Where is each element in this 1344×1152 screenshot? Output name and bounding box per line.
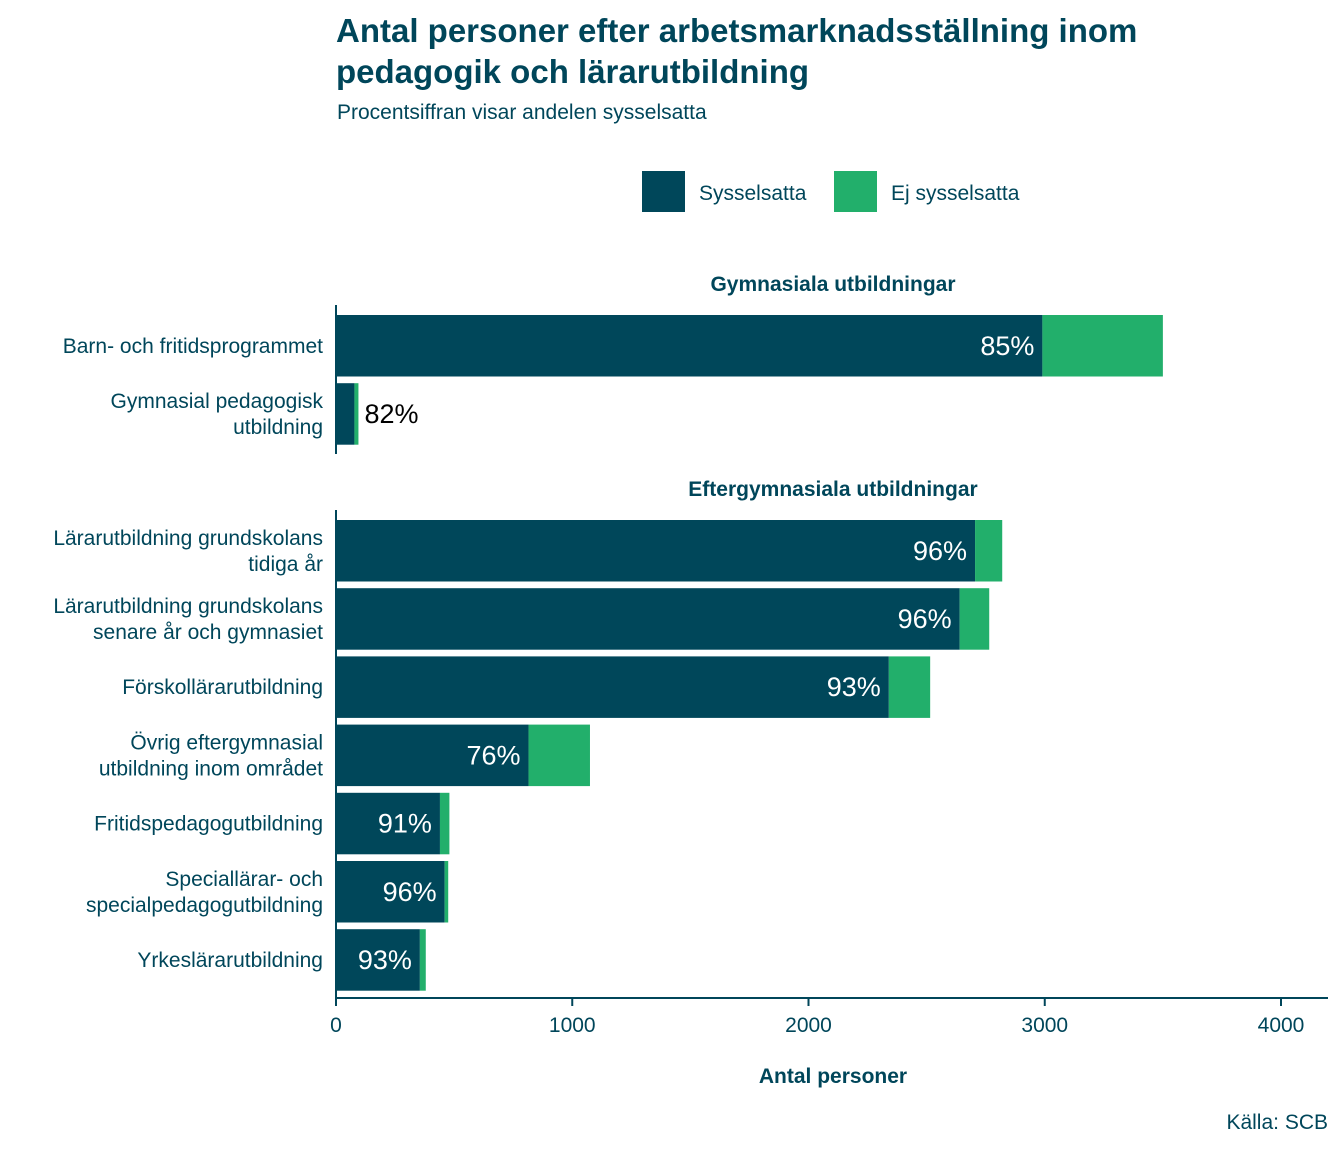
percent-label: 96%: [913, 536, 967, 566]
bar-sysselsatta: [336, 520, 976, 582]
percent-label: 82%: [364, 399, 418, 429]
category-label: Övrig eftergymnasial utbildning inom områ…: [99, 731, 323, 780]
percent-label: 93%: [827, 672, 881, 702]
bar-sysselsatta: [336, 656, 889, 718]
bar-ej-sysselsatta: [975, 520, 1003, 582]
category-label: Lärarutbildning grundskolans tidiga år: [53, 527, 323, 576]
legend-swatch-sysselsatta: [642, 171, 685, 212]
bar-sysselsatta: [336, 383, 355, 445]
bar-ej-sysselsatta: [439, 792, 450, 855]
category-label-line: Fritidspedagogutbildning: [94, 813, 323, 836]
category-label-line: Övrig eftergymnasial: [130, 731, 323, 754]
category-label-line: senare år och gymnasiet: [93, 621, 323, 644]
category-label-line: utbildning: [233, 416, 323, 439]
category-label: Lärarutbildning grundskolans senare år oc…: [53, 595, 323, 644]
category-label: Yrkeslärarutbildning: [137, 949, 323, 972]
chart-title: Antal personer efter arbetsmarknadsställ…: [336, 12, 1138, 90]
category-label-line: Lärarutbildning grundskolans: [53, 595, 323, 618]
x-tick-label: 3000: [1021, 1014, 1068, 1037]
panel-2: Eftergymnasiala utbildningar 96% Lärarutbi…: [53, 478, 1003, 998]
category-label-line: Speciallärar- och: [165, 868, 323, 891]
bar-sysselsatta: [336, 792, 440, 855]
category-label: Gymnasial pedagogisk utbildning: [111, 390, 324, 439]
percent-label: 85%: [980, 331, 1034, 361]
bar-ej-sysselsatta: [419, 929, 426, 991]
bar-sysselsatta: [336, 861, 445, 923]
category-label: Fritidspedagogutbildning: [94, 813, 323, 836]
bar-ej-sysselsatta: [354, 383, 359, 445]
panel-title: Eftergymnasiala utbildningar: [688, 478, 977, 501]
category-label-line: utbildning inom området: [99, 757, 323, 780]
category-label-line: specialpedagogutbildning: [86, 894, 323, 917]
percent-label: 76%: [466, 740, 520, 770]
category-label-line: Förskollärarutbildning: [122, 676, 323, 699]
bar-ej-sysselsatta: [888, 656, 931, 718]
legend: Sysselsatta Ej sysselsatta: [642, 171, 1020, 212]
panel-1: Gymnasiala utbildningar 85% Barn- och frit…: [63, 273, 1163, 454]
bar-sysselsatta: [336, 929, 420, 991]
chart-subtitle: Procentsiffran visar andelen sysselsatta: [337, 101, 707, 124]
category-label-line: Barn- och fritidsprogrammet: [63, 335, 323, 358]
percent-label: 93%: [358, 945, 412, 975]
panel-title: Gymnasiala utbildningar: [710, 273, 955, 296]
category-label: Barn- och fritidsprogrammet: [63, 335, 323, 358]
x-axis: 0 1000 2000 3000 4000: [330, 997, 1328, 1037]
chart-panels: Gymnasiala utbildningar 85% Barn- och frit…: [53, 273, 1163, 998]
percent-label: 96%: [383, 877, 437, 907]
x-axis-title: Antal personer: [759, 1065, 907, 1088]
bar-ej-sysselsatta: [528, 724, 590, 787]
bar-ej-sysselsatta: [444, 861, 449, 923]
legend-label-ej-sysselsatta: Ej sysselsatta: [891, 182, 1020, 205]
legend-swatch-ej-sysselsatta: [834, 171, 877, 212]
percent-label: 96%: [898, 604, 952, 634]
bar-ej-sysselsatta: [959, 588, 990, 650]
bar-ej-sysselsatta: [1042, 315, 1163, 377]
bar-sysselsatta: [336, 315, 1043, 377]
x-tick-label: 1000: [549, 1014, 596, 1037]
source-caption: Källa: SCB: [1226, 1111, 1328, 1134]
category-label-line: tidiga år: [248, 553, 323, 576]
category-label-line: Gymnasial pedagogisk: [111, 390, 324, 413]
category-label: Förskollärarutbildning: [122, 676, 323, 699]
x-tick-label: 2000: [785, 1014, 832, 1037]
category-label: Speciallärar- och specialpedagogutbildnin…: [86, 868, 323, 917]
bar-sysselsatta: [336, 724, 529, 787]
x-tick-label: 4000: [1258, 1014, 1305, 1037]
bar-sysselsatta: [336, 588, 960, 650]
percent-label: 91%: [378, 809, 432, 839]
legend-label-sysselsatta: Sysselsatta: [699, 182, 807, 205]
x-tick-label: 0: [330, 1014, 342, 1037]
category-label-line: Yrkeslärarutbildning: [137, 949, 323, 972]
category-label-line: Lärarutbildning grundskolans: [53, 527, 323, 550]
